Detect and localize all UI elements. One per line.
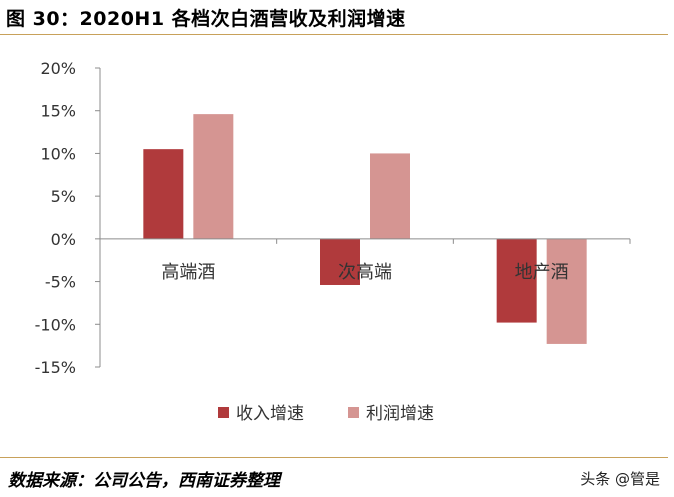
legend: 收入增速 利润增速 xyxy=(218,404,434,424)
bar-profit-1 xyxy=(193,114,234,239)
category-label: 地产酒 xyxy=(515,262,569,283)
bar-profit-2 xyxy=(370,153,410,239)
y-tick-label: 10% xyxy=(40,144,76,163)
bar-revenue-2 xyxy=(320,238,360,285)
footer-divider xyxy=(0,457,668,458)
y-axis: 20% 15% 10% 5% 0% -5% -10% -15% xyxy=(35,59,101,377)
category-labels: 高端酒 次高端 地产酒 xyxy=(161,262,568,283)
bar-profit-3 xyxy=(546,238,587,344)
category-label: 高端酒 xyxy=(161,262,215,283)
watermark-text: 头条 @管是 xyxy=(580,470,660,488)
y-tick-label: -15% xyxy=(35,358,76,377)
y-tick-label: -10% xyxy=(35,315,76,334)
legend-label-revenue: 收入增速 xyxy=(236,404,304,424)
legend-swatch-revenue xyxy=(218,407,229,418)
figure-title: 图 30：2020H1 各档次白酒营收及利润增速 xyxy=(6,8,406,30)
y-tick-label: 0% xyxy=(51,230,76,249)
y-tick-label: 5% xyxy=(51,187,76,206)
y-tick-label: 15% xyxy=(40,102,76,121)
bars xyxy=(143,114,587,344)
bar-revenue-3 xyxy=(496,238,537,323)
bar-revenue-1 xyxy=(143,149,184,239)
legend-label-profit: 利润增速 xyxy=(366,404,434,424)
x-axis xyxy=(99,238,631,244)
source-note: 数据来源：公司公告，西南证券整理 xyxy=(8,471,280,491)
y-tick-label: 20% xyxy=(40,59,76,78)
category-label: 次高端 xyxy=(338,262,392,283)
y-tick-label: -5% xyxy=(45,273,76,292)
title-divider xyxy=(0,34,668,35)
legend-swatch-profit xyxy=(348,407,359,418)
